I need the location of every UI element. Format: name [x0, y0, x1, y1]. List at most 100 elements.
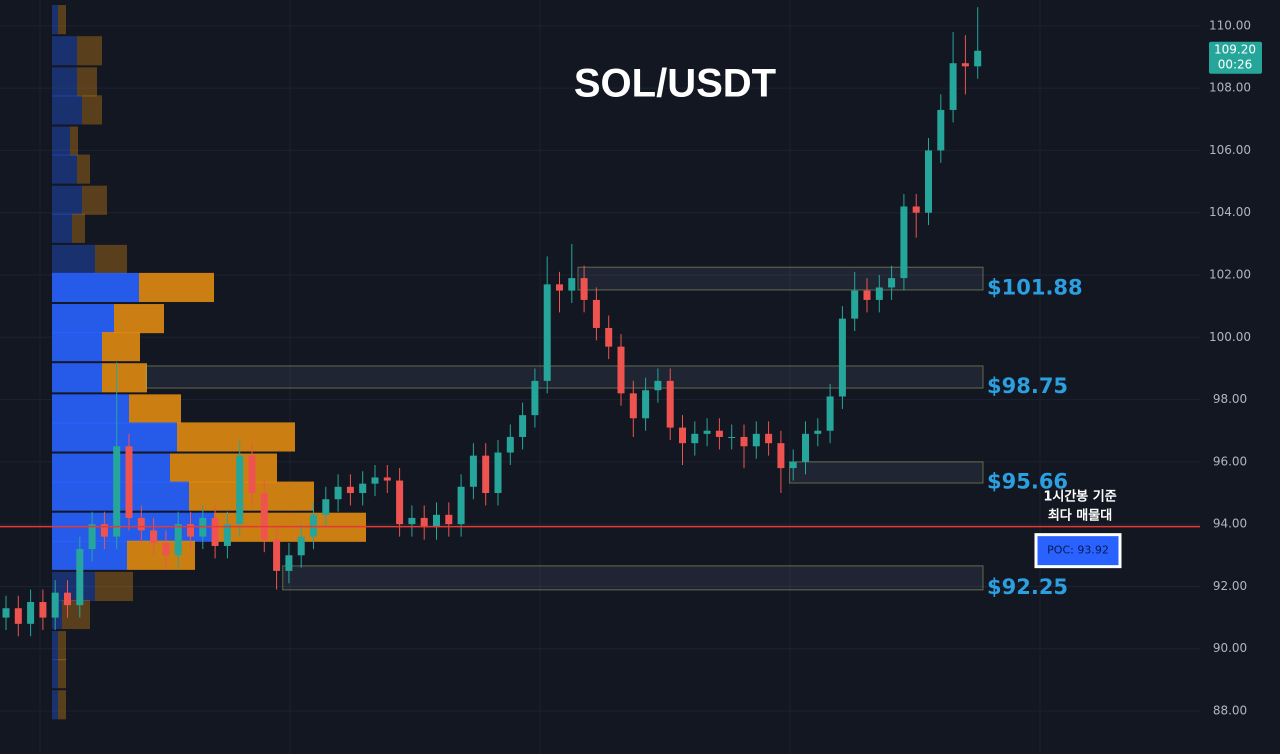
profile-sell: [129, 394, 181, 424]
profile-sell: [82, 95, 102, 125]
countdown-label: 00:26: [1218, 57, 1253, 71]
candle-body: [187, 524, 194, 537]
y-tick-label: 104.00: [1209, 205, 1251, 219]
candle-body: [691, 433, 699, 444]
candle-body: [765, 433, 773, 444]
profile-buy: [52, 5, 58, 35]
candle-body: [14, 608, 22, 624]
profile-sell: [102, 363, 147, 393]
candle-body: [310, 514, 317, 537]
zone-label: $95.66: [987, 469, 1068, 493]
y-tick-label: 88.00: [1213, 704, 1247, 718]
y-tick-label: 96.00: [1213, 454, 1247, 468]
annotation: 1시간봉 기준: [1043, 489, 1116, 505]
profile-sell: [58, 690, 66, 720]
profile-sell: [77, 36, 102, 66]
profile-sell: [102, 332, 140, 362]
profile-buy: [52, 690, 58, 720]
y-tick-label: 110.00: [1209, 18, 1251, 32]
profile-sell: [114, 304, 164, 334]
candle-body: [88, 524, 96, 550]
candle-body: [260, 493, 268, 540]
y-tick-label: 98.00: [1213, 392, 1247, 406]
candle-body: [420, 517, 428, 528]
vertical-grid: [39, 0, 1041, 754]
profile-sell: [58, 631, 66, 661]
candle-body: [900, 206, 908, 279]
y-tick-label: 90.00: [1213, 641, 1247, 655]
candle-body: [531, 380, 539, 416]
zone: [789, 461, 984, 484]
candle-body: [371, 477, 379, 484]
profile-buy: [52, 185, 82, 215]
candle-body: [506, 436, 514, 453]
candle-body: [543, 284, 551, 381]
candle-body: [679, 427, 686, 444]
zone-label: $98.75: [987, 374, 1068, 398]
candle-body: [826, 396, 834, 431]
candle-body: [851, 290, 859, 319]
candles: [2, 7, 982, 637]
profile-buy: [52, 95, 82, 125]
profile-sell: [77, 154, 90, 184]
candle-body: [961, 63, 969, 67]
profile-buy: [52, 272, 139, 303]
candle-body: [863, 290, 871, 300]
last-price-tag: [1209, 41, 1262, 74]
profile-sell: [58, 5, 66, 35]
candle-body: [703, 430, 711, 434]
candle-body: [64, 592, 71, 606]
y-tick-label: 100.00: [1209, 330, 1251, 344]
profile-buy: [52, 571, 95, 602]
zones: $101.88 $98.75 $95.66 $92.25: [145, 266, 1083, 599]
profile-sell: [127, 540, 195, 570]
zone: [145, 365, 984, 389]
candle-body: [285, 555, 293, 571]
chart-title: SOL/USDT: [574, 62, 776, 106]
candle-body: [642, 390, 650, 419]
candle-body: [949, 63, 957, 110]
candle-body: [125, 446, 133, 518]
profile-buy: [52, 631, 58, 661]
profile-sell: [77, 67, 97, 97]
candle-body: [396, 480, 404, 525]
candle-body: [27, 602, 35, 624]
profile-buy: [52, 332, 102, 362]
y-tick-label: 106.00: [1209, 143, 1251, 157]
candle-body: [974, 50, 982, 67]
y-tick-label: 102.00: [1209, 268, 1251, 282]
candle-body: [838, 318, 846, 397]
candle-body: [568, 278, 576, 291]
candle-body: [715, 430, 723, 437]
profile-sell: [95, 571, 133, 602]
profile-buy: [52, 36, 77, 66]
candle-body: [605, 327, 613, 347]
y-tick-label: 108.00: [1209, 81, 1251, 95]
candle-body: [236, 455, 244, 525]
profile-sell: [82, 185, 107, 215]
profile-buy: [52, 244, 95, 275]
candle-body: [789, 461, 797, 469]
candle-body: [408, 517, 416, 525]
candle-body: [482, 455, 490, 494]
profile-sell: [170, 453, 277, 483]
candle-body: [322, 499, 330, 515]
candle-body: [137, 517, 145, 531]
profile-buy: [52, 363, 102, 393]
profile-sell: [95, 244, 127, 275]
zone-label: $92.25: [987, 575, 1068, 599]
candle-body: [223, 524, 231, 546]
profile-buy: [52, 126, 70, 156]
poc-box: [1034, 533, 1122, 569]
candle-body: [113, 446, 121, 537]
zone: [577, 266, 984, 291]
candle-body: [457, 486, 465, 525]
candle-body: [592, 299, 600, 328]
candle-body: [346, 486, 354, 494]
candle-body: [556, 284, 563, 291]
zone-label: $101.88: [987, 276, 1083, 300]
candle-body: [814, 430, 822, 434]
y-tick-label: 92.00: [1213, 579, 1247, 593]
